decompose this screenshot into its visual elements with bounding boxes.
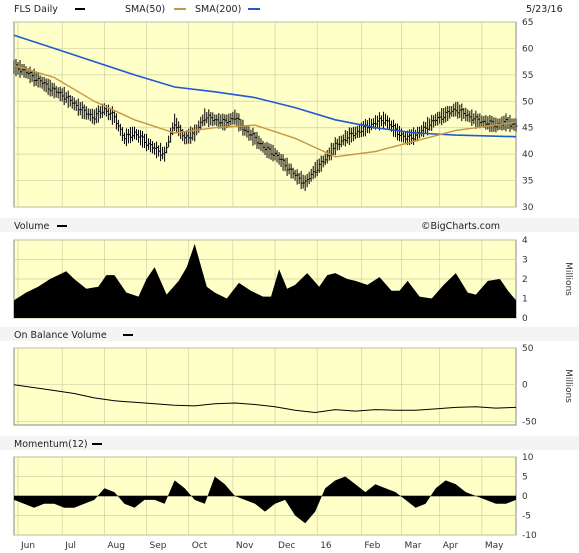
month-tick-label: May bbox=[485, 541, 504, 551]
sma50-line bbox=[13, 64, 517, 158]
y-tick-label: 60 bbox=[522, 44, 534, 54]
y-tick-label: -50 bbox=[522, 417, 537, 427]
obv-line bbox=[13, 384, 517, 414]
y-tick-label: -5 bbox=[522, 512, 531, 522]
y-tick-label: 10 bbox=[522, 453, 534, 463]
momentum-title: Momentum(12) bbox=[14, 439, 88, 450]
chart-date: 5/23/16 bbox=[526, 4, 563, 15]
sma200-line bbox=[13, 34, 517, 138]
y-tick-label: 5 bbox=[522, 473, 528, 483]
obv-title-strip bbox=[0, 327, 579, 341]
month-tick-label: Dec bbox=[278, 541, 295, 551]
y-tick-label: 65 bbox=[522, 18, 533, 28]
month-tick-label: Apr bbox=[443, 541, 459, 551]
y-tick-label: 3 bbox=[522, 256, 528, 266]
month-tick-label: Feb bbox=[364, 541, 380, 551]
price-y-axis: 30 35 40 45 50 55 60 65 bbox=[522, 18, 534, 213]
month-axis: Jun Jul Aug Sep Oct Nov Dec 16 Feb Mar Apr May bbox=[20, 541, 504, 551]
momentum-y-axis: -10 -5 0 5 10 bbox=[522, 453, 537, 541]
sma50-label: SMA(50) bbox=[125, 4, 165, 15]
bigcharts-credit: ©BigCharts.com bbox=[421, 221, 500, 232]
y-tick-label: 4 bbox=[522, 236, 528, 246]
month-tick-label: Sep bbox=[150, 541, 167, 551]
obv-unit-label: Millions bbox=[563, 369, 573, 403]
y-tick-label: 50 bbox=[522, 344, 534, 354]
price-panel bbox=[13, 21, 517, 208]
y-tick-label: 50 bbox=[522, 97, 534, 107]
momentum-title-strip bbox=[0, 436, 579, 450]
y-tick-label: 55 bbox=[522, 71, 533, 81]
volume-title: Volume bbox=[14, 221, 49, 232]
y-tick-label: -10 bbox=[522, 531, 537, 541]
y-tick-label: 40 bbox=[522, 150, 534, 160]
month-tick-label: Mar bbox=[405, 541, 422, 551]
obv-title: On Balance Volume bbox=[14, 330, 107, 341]
y-tick-label: 0 bbox=[522, 381, 528, 391]
month-tick-label: Oct bbox=[192, 541, 208, 551]
y-tick-label: 35 bbox=[522, 177, 533, 187]
y-tick-label: 0 bbox=[522, 492, 528, 502]
y-tick-label: 30 bbox=[522, 203, 534, 213]
month-tick-label: Jul bbox=[64, 541, 76, 551]
volume-unit-label: Millions bbox=[563, 262, 573, 296]
obv-grid bbox=[14, 347, 516, 425]
momentum-area bbox=[14, 476, 516, 524]
volume-title-strip bbox=[0, 218, 579, 232]
chart-header: FLS Daily SMA(50) SMA(200) 5/23/16 bbox=[14, 4, 563, 15]
volume-y-axis: 0 1 2 3 4 bbox=[522, 236, 528, 324]
month-tick-label: Jun bbox=[20, 541, 35, 551]
volume-area bbox=[14, 243, 516, 318]
y-tick-label: 45 bbox=[522, 124, 533, 134]
obv-y-axis: -50 0 50 bbox=[522, 344, 537, 427]
sma200-label: SMA(200) bbox=[195, 4, 241, 15]
y-tick-label: 2 bbox=[522, 275, 528, 285]
y-tick-label: 0 bbox=[522, 314, 528, 324]
ticker-label: FLS Daily bbox=[14, 4, 58, 15]
month-tick-label: Aug bbox=[107, 541, 125, 551]
month-tick-label: 16 bbox=[320, 541, 332, 551]
month-tick-label: Nov bbox=[236, 541, 254, 551]
y-tick-label: 1 bbox=[522, 295, 528, 305]
obv-panel bbox=[13, 347, 517, 426]
